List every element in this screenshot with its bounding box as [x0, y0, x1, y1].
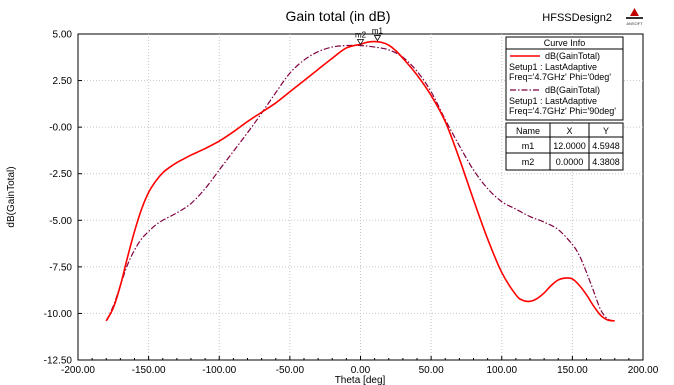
x-tick-label: 0.00 [351, 365, 371, 376]
series-line-phi0[interactable] [105, 40, 615, 322]
marker-table[interactable]: Name X Y m1 12.0000 4.5948 m2 0.0000 4.3… [505, 122, 624, 171]
marker-table-cell: m1 [522, 141, 535, 151]
series-layer [105, 40, 615, 322]
legend-series-name-phi90: dB(GainTotal) [545, 85, 600, 95]
grid [78, 34, 643, 360]
x-tick-label: -150.00 [132, 365, 166, 376]
marker-table-box [505, 122, 624, 171]
marker-table-cell: 4.3808 [592, 157, 620, 167]
y-tick-label: 5.00 [53, 30, 73, 41]
marker-table-header-x: X [566, 126, 572, 136]
x-tick-label: 100.00 [486, 365, 517, 376]
series-line-phi90[interactable] [105, 44, 615, 322]
legend-box [505, 36, 624, 121]
y-tick-label: -12.50 [44, 356, 73, 367]
x-tick-label: -200.00 [61, 365, 95, 376]
x-tick-label: 150.00 [557, 365, 588, 376]
marker-m2[interactable] [356, 39, 365, 46]
y-tick-label: -5.00 [49, 216, 72, 227]
x-tick-label: -100.00 [202, 365, 236, 376]
marker-table-header-name: Name [516, 126, 540, 136]
chart-title: Gain total (in dB) [285, 8, 390, 24]
x-tick-label: 50.00 [419, 365, 444, 376]
design-name: HFSSDesign2 [542, 12, 612, 24]
x-tick-label: 200.00 [628, 365, 659, 376]
marker-m1[interactable] [373, 35, 382, 42]
ansoft-logo-icon [630, 8, 639, 16]
marker-table-header-y: Y [603, 126, 609, 136]
marker-label-m2: m2 [355, 31, 367, 40]
ansoft-logo: ANSOFT [626, 8, 643, 26]
legend-series-setup-phi0: Setup1 : LastAdaptive [509, 62, 597, 72]
legend-title: Curve Info [544, 38, 586, 48]
x-tick-label: -50.00 [276, 365, 305, 376]
ansoft-logo-text: ANSOFT [626, 21, 643, 26]
y-tick-label: -7.50 [49, 262, 72, 273]
legend-series-params-phi90: Freq='4.7GHz' Phi='90deg' [509, 106, 616, 116]
y-axis-label: dB(GainTotal) [6, 166, 17, 227]
marker-layer: m1 m2 [355, 27, 384, 46]
legend-series-setup-phi90: Setup1 : LastAdaptive [509, 96, 597, 106]
marker-table-cell: 4.5948 [592, 141, 620, 151]
marker-table-cell: m2 [522, 157, 535, 167]
x-axis-label: Theta [deg] [335, 375, 386, 385]
ansoft-logo-bar [626, 17, 643, 19]
y-tick-label: -0.00 [49, 123, 72, 134]
y-tick-label: 2.50 [53, 76, 73, 87]
y-tick-label: -10.00 [44, 309, 73, 320]
y-tick-label: -2.50 [49, 169, 72, 180]
axis-ticks: -200.00 -150.00 -100.00 -50.00 0.00 50.00 100.… [44, 30, 659, 377]
marker-table-cell: 12.0000 [553, 141, 586, 151]
legend-series-params-phi0: Freq='4.7GHz' Phi='0deg' [509, 72, 611, 82]
legend-series-name-phi0: dB(GainTotal) [545, 51, 600, 61]
curve-info-legend[interactable]: Curve Info dB(GainTotal) Setup1 : LastAd… [505, 36, 624, 121]
marker-label-m1: m1 [372, 27, 384, 36]
marker-table-cell: 0.0000 [556, 157, 584, 167]
